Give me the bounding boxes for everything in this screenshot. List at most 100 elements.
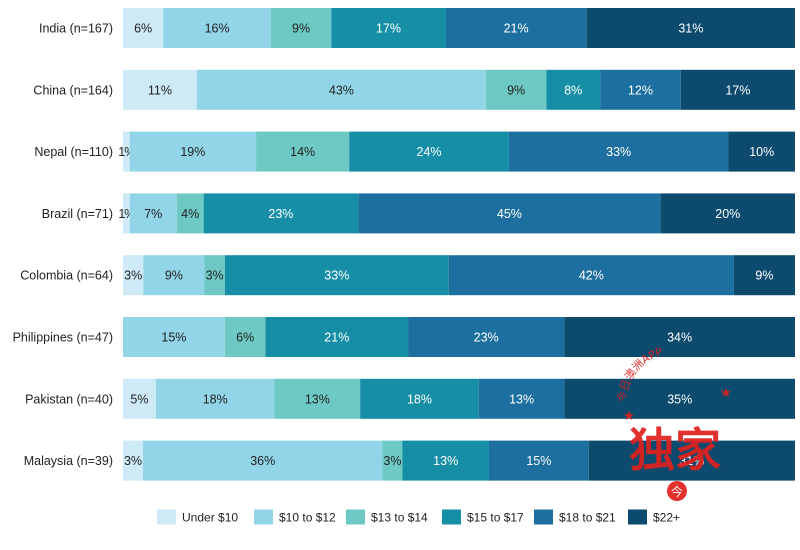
star-icon: ★ [623,408,635,423]
data-label: 36% [250,454,275,468]
bar-segment-10-to-12 [142,440,383,481]
bar-segment-22 [586,8,795,48]
bar-segment-13-to-14 [204,255,225,296]
legend-label: $10 to $12 [279,511,336,525]
legend-swatch [346,509,365,525]
legend-item-15-to-17: $15 to $17 [442,509,524,525]
data-label: 12% [628,83,653,97]
data-label: 7% [144,207,162,221]
category-label: India (n=167) [39,22,113,36]
legend-label: $22+ [653,511,680,525]
bar-segment-under-10 [123,193,130,234]
data-label: 42% [579,269,604,283]
category-label: Pakistan (n=40) [25,392,113,406]
data-label: 18% [407,392,432,406]
bar-segment-15-to-17 [203,193,359,234]
watermark-badge-icon [667,481,687,501]
data-label: 14% [290,145,315,159]
category-label: Colombia (n=64) [20,269,113,283]
data-label: 21% [324,331,349,345]
category-label: Philippines (n=47) [13,331,113,345]
data-label: 3% [383,454,401,468]
legend-swatch [628,509,647,525]
data-label: 15% [161,331,186,345]
legend-label: $18 to $21 [559,511,616,525]
data-label: 31% [679,454,704,468]
data-label: 3% [206,269,224,283]
bar-segment-under-10 [123,440,143,481]
bar-segment-15-to-17 [331,8,446,48]
data-label: 9% [292,22,310,36]
data-label: 17% [376,22,401,36]
bar-segment-10-to-12 [143,255,205,296]
data-label: 13% [433,454,458,468]
bar-segment-under-10 [123,131,130,172]
bar-row-india: India (n=167) 6% 16% 9% 17% 21% 31% [39,8,795,48]
bar-row-philippines: Philippines (n=47) 15% 6% 21% 23% 34% [13,317,795,357]
data-label: 9% [755,269,773,283]
legend-item-13-to-14: $13 to $14 [346,509,428,525]
bar-segment-22 [680,69,795,110]
bar-row-pakistan: Pakistan (n=40) 5% 18% 13% 18% 13% 35% [25,378,795,419]
bar-segment-18-to-21 [488,440,589,481]
legend-swatch [157,509,176,525]
bar-segment-10-to-12 [129,131,257,172]
data-label: 23% [268,207,293,221]
bar-segment-13-to-14 [224,317,266,357]
bar-segment-13-to-14 [270,8,332,48]
category-label: Malaysia (n=39) [24,454,113,468]
bar-segment-22 [564,378,795,419]
bar-segment-18-to-21 [478,378,565,419]
bar-segment-10-to-12 [155,378,275,419]
legend-item-10-to-12: $10 to $12 [254,509,336,525]
bar-segment-13-to-14 [382,440,403,481]
bar-segment-under-10 [123,8,164,48]
data-label: 23% [474,331,499,345]
bar-segment-18-to-21 [600,69,681,110]
bar-segment-18-to-21 [358,193,661,234]
bar-segment-15-to-17 [402,440,489,481]
bar-row-malaysia: Malaysia (n=39) 3% 36% 3% 13% 15% 31% [24,440,795,481]
bar-segment-15-to-17 [360,378,479,419]
bar-segment-13-to-14 [256,131,350,172]
data-label: 10% [749,145,774,159]
data-label: 24% [417,145,442,159]
bar-segment-13-to-14 [274,378,361,419]
data-label: 15% [526,454,551,468]
data-label: 11% [148,83,172,97]
bar-segment-22 [728,131,795,172]
data-label: 33% [324,269,349,283]
data-label: 17% [725,83,750,97]
star-icon: ★ [720,385,732,400]
data-label: 34% [667,331,692,345]
bar-segment-18-to-21 [448,255,734,296]
data-label: 13% [509,392,534,406]
data-label: 35% [667,392,692,406]
data-label: 9% [165,269,183,283]
data-label: 21% [504,22,529,36]
data-label: 31% [678,22,703,36]
bar-segment-15-to-17 [546,69,601,110]
bar-segment-13-to-14 [176,193,204,234]
legend-swatch [534,509,553,525]
bar-row-colombia: Colombia (n=64) 3% 9% 3% 33% 42% 9% [20,255,795,296]
data-label: 18% [203,392,228,406]
data-label: 13% [305,392,330,406]
bar-segment-22 [564,317,795,357]
bar-row-nepal: Nepal (n=110) 1% 19% 14% 24% 33% 10% [34,131,795,172]
category-label: Nepal (n=110) [34,145,113,159]
legend-label: Under $10 [182,511,238,525]
legend: Under $10 $10 to $12 $13 to $14 $15 to $17 $… [157,509,680,525]
legend-swatch [254,509,273,525]
bar-segment-13-to-14 [485,69,547,110]
data-label: 3% [124,269,142,283]
legend-item-18-to-21: $18 to $21 [534,509,616,525]
bar-segment-15-to-17 [224,255,449,296]
data-label: 4% [181,207,199,221]
data-label: 6% [134,22,152,36]
data-label: 33% [606,145,631,159]
bar-row-china: China (n=164) 11% 43% 9% 8% 12% 17% [33,69,795,110]
bar-segment-15-to-17 [349,131,509,172]
bar-row-brazil: Brazil (n=71) 1% 7% 4% 23% 45% 20% [42,193,795,234]
